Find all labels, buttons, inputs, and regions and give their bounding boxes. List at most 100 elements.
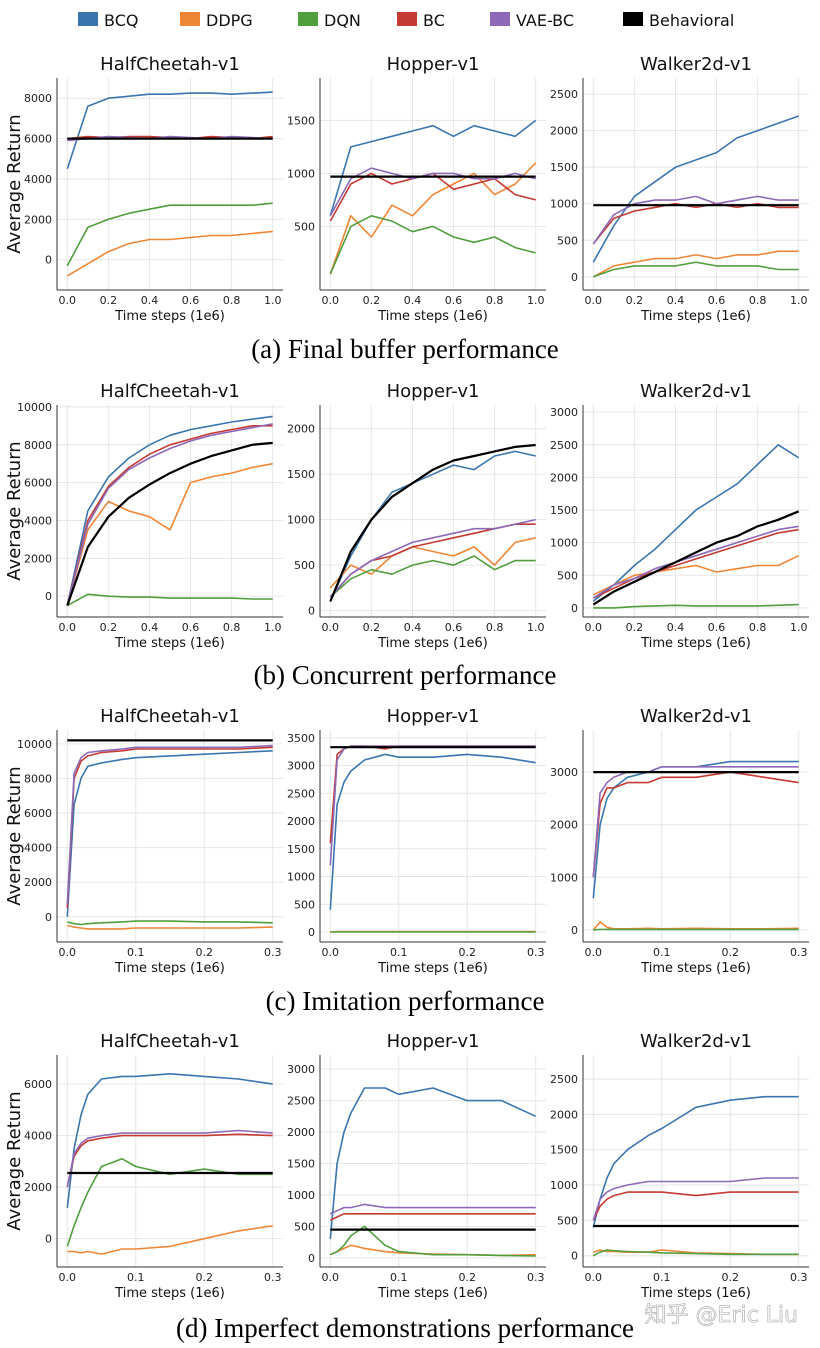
y-tick-label: 500 [557, 569, 578, 582]
series-line [592, 1095, 799, 1228]
series-line [329, 162, 537, 275]
series-line [66, 230, 273, 277]
chart-title: HalfCheetah-v1 [100, 1031, 240, 1052]
series-line [592, 250, 799, 278]
x-tick-label: 0.8 [486, 294, 504, 307]
x-tick-label: 0.8 [486, 621, 504, 634]
legend-swatch [397, 12, 417, 26]
x-tick-label: 0.6 [182, 294, 200, 307]
chart-title: Hopper-v1 [387, 381, 480, 402]
chart-title: Walker2d-v1 [640, 706, 752, 727]
x-tick-label: 0.0 [585, 1271, 603, 1284]
y-tick-label: 2500 [287, 1095, 315, 1108]
x-tick-label: 0.8 [749, 621, 767, 634]
x-tick-label: 0.3 [527, 946, 545, 959]
y-tick-label: 3000 [287, 1063, 315, 1076]
x-tick-label: 0.3 [790, 946, 808, 959]
y-tick-label: 1000 [550, 537, 578, 550]
series-line [329, 443, 536, 602]
y-tick-label: 0 [571, 924, 578, 937]
series-line [329, 745, 536, 866]
x-tick-label: 0.2 [721, 1271, 739, 1284]
y-tick-label: 4000 [24, 842, 52, 855]
series-line [329, 753, 536, 910]
x-tick-label: 0.4 [404, 294, 422, 307]
x-tick-label: 1.0 [790, 294, 808, 307]
caption: (c) Imitation performance [266, 986, 545, 1016]
y-tick-label: 2000 [24, 876, 52, 889]
x-axis-label: Time steps (1e6) [114, 636, 225, 651]
x-tick-label: 0.6 [182, 621, 200, 634]
caption: (d) Imperfect demonstrations performance [176, 1313, 634, 1343]
series-line [66, 415, 273, 606]
chart: Hopper-v1 500 1000 1500 0.0 0.2 0.4 0.6 0.8 1.0 Ti… [287, 54, 546, 324]
x-axis-label: Time steps (1e6) [377, 636, 488, 651]
x-tick-label: 0.2 [458, 946, 476, 959]
y-tick-label: 2000 [287, 423, 315, 436]
caption: (a) Final buffer performance [251, 334, 559, 364]
y-tick-label: 1000 [550, 871, 578, 884]
y-tick-label: 1000 [287, 871, 315, 884]
y-tick-label: 1000 [550, 198, 578, 211]
y-axis-label: Average Return [4, 1091, 25, 1230]
y-tick-label: 2000 [550, 819, 578, 832]
x-tick-label: 0.0 [59, 1271, 77, 1284]
chart-title: HalfCheetah-v1 [100, 381, 240, 402]
series-line [329, 119, 537, 217]
chart-title: HalfCheetah-v1 [100, 706, 240, 727]
y-axis-label: Average Return [4, 766, 25, 905]
y-tick-label: 6000 [24, 133, 52, 146]
y-tick-label: 8000 [24, 439, 52, 452]
legend-label: BC [423, 11, 445, 30]
y-tick-label: 2000 [287, 1126, 315, 1139]
y-tick-label: 8000 [24, 92, 52, 105]
x-axis-label: Time steps (1e6) [377, 961, 488, 976]
series-line [592, 195, 799, 245]
x-tick-label: 0.0 [59, 621, 77, 634]
x-tick-label: 0.0 [322, 946, 340, 959]
series-line [66, 425, 273, 606]
series-line [66, 1133, 273, 1188]
y-tick-label: 3000 [550, 406, 578, 419]
x-tick-label: 0.3 [790, 1271, 808, 1284]
y-tick-label: 1500 [287, 1158, 315, 1171]
series-line [67, 135, 273, 142]
x-tick-label: 0.4 [141, 294, 159, 307]
y-tick-label: 4000 [24, 514, 52, 527]
chart-title: Hopper-v1 [387, 54, 480, 75]
chart-title: Walker2d-v1 [640, 381, 752, 402]
y-tick-label: 4000 [24, 173, 52, 186]
x-axis-label: Time steps (1e6) [640, 961, 751, 976]
y-tick-label: 1000 [287, 1189, 315, 1202]
x-tick-label: 0.2 [458, 1271, 476, 1284]
y-tick-label: 2500 [287, 787, 315, 800]
series-line [66, 1129, 273, 1188]
series-line [329, 172, 536, 222]
series-line [66, 593, 273, 607]
x-tick-label: 0.2 [100, 294, 118, 307]
y-tick-label: 500 [294, 220, 315, 233]
series-line [66, 202, 273, 267]
legend-label: DQN [324, 11, 361, 30]
series-line [329, 1225, 536, 1257]
x-tick-label: 1.0 [264, 621, 282, 634]
series-line [329, 1244, 536, 1257]
series-line [66, 744, 273, 905]
series-line [66, 746, 273, 909]
x-tick-label: 1.0 [264, 294, 282, 307]
series-line [592, 444, 800, 602]
chart-title: Walker2d-v1 [640, 54, 752, 75]
x-tick-label: 0.6 [708, 294, 726, 307]
chart: HalfCheetah-v1 0 2000 4000 6000 8000 10000 0.0 0… [4, 381, 283, 651]
x-tick-label: 0.0 [585, 621, 603, 634]
x-tick-label: 0.0 [59, 294, 77, 307]
y-tick-label: 0 [45, 254, 52, 267]
legend-swatch [623, 12, 643, 26]
x-tick-label: 1.0 [527, 621, 545, 634]
series-line [329, 1087, 537, 1240]
y-tick-label: 3000 [550, 766, 578, 779]
x-tick-label: 0.0 [322, 1271, 340, 1284]
x-tick-label: 1.0 [527, 294, 545, 307]
y-tick-label: 0 [45, 1233, 52, 1246]
x-axis-label: Time steps (1e6) [114, 961, 225, 976]
